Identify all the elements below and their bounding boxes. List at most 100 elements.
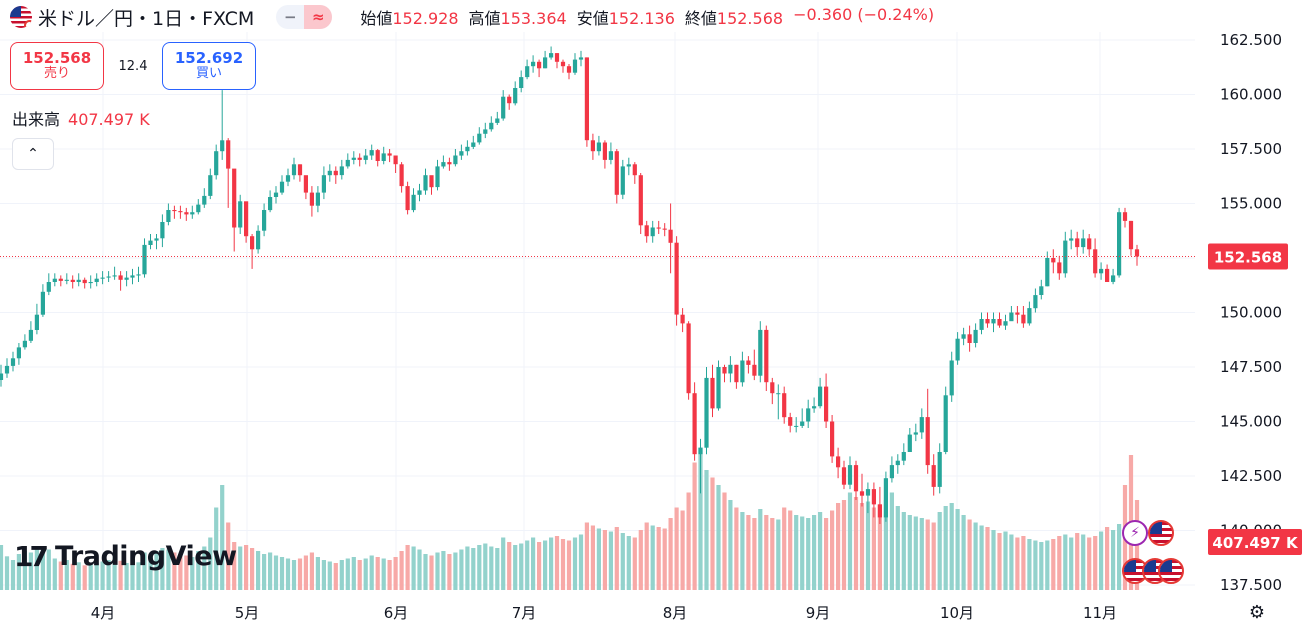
candle-body (489, 122, 494, 130)
candle-body (429, 175, 434, 188)
tradingview-logo[interactable]: 17 TradingView (14, 540, 237, 573)
candle-body (303, 175, 308, 193)
candle-series (0, 46, 1140, 524)
candle-body (124, 277, 129, 280)
candle-body (871, 489, 876, 505)
volume-bar (525, 540, 530, 590)
candle-body (680, 314, 685, 324)
volume-bar (560, 539, 566, 590)
candle-body (196, 204, 201, 213)
volume-bar (256, 551, 261, 590)
candle (46, 273, 51, 296)
volume-bar (142, 552, 147, 590)
candle (58, 275, 63, 287)
volume-bar (1117, 524, 1122, 590)
volume-bar (94, 563, 99, 590)
candle-body (250, 236, 255, 250)
us-flag-event-icon[interactable] (1122, 558, 1148, 584)
us-flag-event-icon[interactable] (1148, 520, 1174, 546)
volume-bar (303, 555, 308, 590)
candle (1027, 301, 1032, 326)
candle (925, 388, 930, 474)
volume-bar (758, 509, 763, 590)
symbol-title[interactable]: 米ドル／円・1日・FXCM (38, 7, 255, 30)
candle-body (859, 491, 865, 496)
approx-button[interactable]: ≈ (304, 5, 333, 29)
volume-bar (130, 563, 135, 591)
candle (363, 149, 368, 165)
volume-bar (841, 500, 847, 590)
volume-bar (501, 537, 506, 590)
candle-body (650, 227, 655, 237)
candle (602, 140, 607, 169)
candle (800, 408, 805, 428)
candle (554, 53, 560, 69)
volume-bar (333, 563, 338, 590)
candle (650, 220, 655, 243)
volume-bar (722, 492, 727, 590)
volume-bar (244, 545, 249, 590)
candle-body (471, 142, 476, 147)
volume-bar (351, 557, 356, 590)
candle (686, 321, 691, 400)
buy-button[interactable]: 152.692 買い (162, 42, 256, 90)
gear-icon[interactable]: ⚙ (1248, 601, 1266, 623)
candle (190, 205, 195, 219)
candle (543, 50, 548, 69)
candle-body (1134, 249, 1140, 257)
candle (716, 360, 721, 411)
candle (22, 334, 27, 350)
candle (519, 70, 524, 93)
last-volume-tag-bg (1208, 529, 1302, 555)
collapse-legend-button[interactable]: ⌃ (12, 138, 54, 170)
volume-bar (1069, 537, 1074, 590)
candle-body (315, 192, 320, 206)
volume-bar (166, 549, 171, 590)
candle-body (459, 151, 464, 156)
candle-body (22, 340, 27, 348)
volume-bar (889, 492, 894, 590)
y-tick-label: 145.000 (1220, 413, 1282, 431)
candle (824, 373, 829, 428)
volume-bar (895, 506, 900, 590)
volume-bar (118, 560, 123, 591)
candle (1069, 229, 1074, 250)
candle (877, 486, 882, 524)
lightning-event-icon[interactable]: ⚡ (1122, 520, 1148, 546)
candle (309, 186, 314, 217)
candle-body (64, 279, 69, 281)
volume-bar (0, 545, 4, 590)
volume-bar (1015, 537, 1020, 590)
candle (112, 266, 117, 280)
x-tick-label: 11月 (1083, 604, 1117, 622)
candle-body (345, 159, 350, 167)
chart-mode-toggle[interactable]: − ≈ (276, 5, 333, 29)
candle (704, 367, 709, 455)
candle (698, 438, 703, 494)
volume-bar (136, 562, 141, 591)
volume-bar (519, 543, 524, 590)
candle-body (447, 162, 452, 165)
candle-body (1021, 314, 1026, 324)
candle (154, 234, 159, 250)
volume-bar (734, 507, 739, 590)
minus-button[interactable]: − (284, 8, 297, 26)
volume-bar (704, 470, 709, 590)
y-tick-label: 162.500 (1220, 31, 1282, 49)
candle (782, 386, 787, 424)
candle-body (740, 360, 745, 383)
candle (566, 64, 572, 80)
candle-body (483, 129, 488, 134)
sell-button[interactable]: 152.568 売り (10, 42, 104, 90)
volume-bar (1105, 527, 1110, 590)
candle (238, 194, 243, 234)
candle-body (997, 319, 1002, 326)
candle (638, 173, 643, 234)
candle (871, 482, 876, 518)
candle (118, 271, 123, 291)
candle (303, 175, 308, 200)
us-flag-event-icon[interactable] (1158, 558, 1184, 584)
candle-body (877, 504, 882, 518)
candle-body (208, 175, 213, 196)
